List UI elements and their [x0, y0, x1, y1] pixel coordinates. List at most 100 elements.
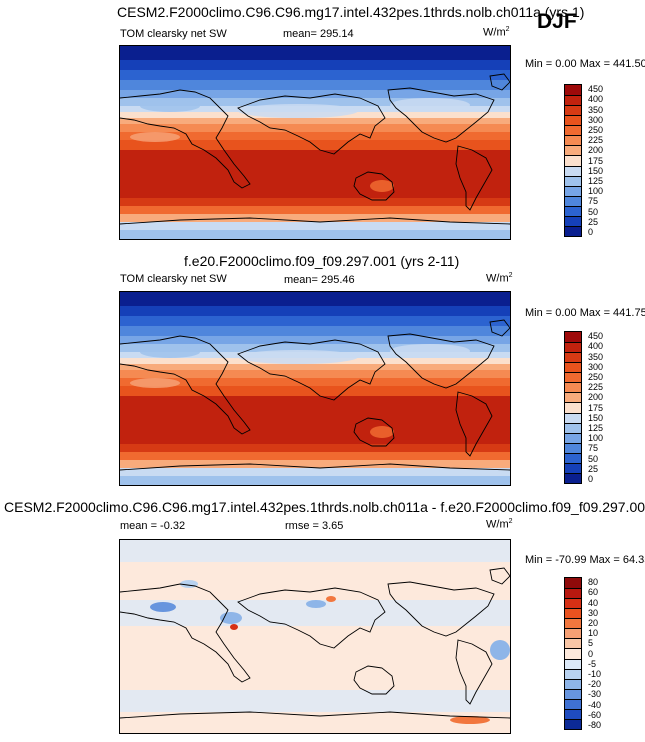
- colorbar-cell: [565, 668, 581, 679]
- panel-2-variable: TOM clearsky net SW: [120, 273, 227, 285]
- colorbar-tick-label: 350: [588, 351, 604, 362]
- colorbar-tick-label: 75: [588, 196, 599, 207]
- colorbar-tick-label: 0: [588, 226, 594, 237]
- colorbar-cell: [565, 442, 581, 453]
- colorbar-cell: [565, 342, 581, 353]
- colorbar-tick-label: 30: [588, 607, 599, 618]
- panel-1-minmax: Min = 0.00 Max = 441.50: [525, 58, 645, 70]
- colorbar-cell: [565, 578, 581, 589]
- colorbar-tick-label: 25: [588, 216, 599, 227]
- colorbar-cell: [565, 422, 581, 433]
- colorbar-cell: [565, 362, 581, 373]
- coastline: [387, 581, 495, 637]
- colorbar-cell: [565, 658, 581, 669]
- panel-2-units: W/m2: [486, 272, 513, 285]
- colorbar-cell: [565, 372, 581, 383]
- panel-1-units: W/m2: [483, 26, 510, 39]
- colorbar-tick-label: 0: [588, 648, 594, 659]
- coastline: [120, 335, 251, 435]
- panel-2-colorbar: [564, 331, 582, 484]
- colorbar-tick-label: 100: [588, 433, 604, 444]
- panel-1-title: CESM2.F2000climo.C96.C96.mg17.intel.432p…: [117, 4, 585, 20]
- colorbar-tick-label: 175: [588, 155, 604, 166]
- coastline: [120, 217, 510, 225]
- colorbar-cell: [565, 648, 581, 659]
- colorbar-tick-label: 250: [588, 124, 604, 135]
- colorbar-cell: [565, 688, 581, 699]
- colorbar-tick-label: -60: [588, 709, 602, 720]
- colorbar-cell: [565, 608, 581, 619]
- panel-1-mean: mean= 295.14: [283, 28, 354, 40]
- colorbar-cell: [565, 698, 581, 709]
- colorbar-cell: [565, 472, 581, 483]
- colorbar-cell: [565, 215, 581, 226]
- colorbar-tick-label: 125: [588, 422, 604, 433]
- colorbar-tick-label: 100: [588, 186, 604, 197]
- colorbar-cell: [565, 155, 581, 166]
- colorbar-cell: [565, 412, 581, 423]
- colorbar-tick-label: 0: [588, 473, 594, 484]
- colorbar-cell: [565, 225, 581, 236]
- coastline: [237, 339, 386, 401]
- colorbar-tick-label: 25: [588, 463, 599, 474]
- panel-3-colorbar: [564, 577, 582, 730]
- colorbar-tick-label: 50: [588, 206, 599, 217]
- colorbar-cell: [565, 195, 581, 206]
- colorbar-tick-label: 450: [588, 331, 604, 342]
- colorbar-cell: [565, 165, 581, 176]
- colorbar-tick-label: 300: [588, 114, 604, 125]
- colorbar-cell: [565, 175, 581, 186]
- panel-1-variable: TOM clearsky net SW: [120, 28, 227, 40]
- colorbar-tick-label: 400: [588, 94, 604, 105]
- colorbar-cell: [565, 85, 581, 96]
- colorbar-tick-label: 300: [588, 361, 604, 372]
- colorbar-cell: [565, 452, 581, 463]
- panel-3-units: W/m2: [486, 518, 513, 531]
- colorbar-tick-label: -80: [588, 719, 602, 730]
- coastline: [387, 333, 495, 389]
- colorbar-cell: [565, 462, 581, 473]
- coastline: [120, 89, 251, 189]
- colorbar-cell: [565, 95, 581, 106]
- colorbar-cell: [565, 352, 581, 363]
- colorbar-tick-label: 10: [588, 628, 599, 639]
- coastline: [353, 417, 395, 447]
- coastline: [455, 639, 493, 705]
- colorbar-tick-label: 150: [588, 165, 604, 176]
- panel-3-map-field: [120, 540, 510, 733]
- coastline: [120, 583, 251, 683]
- colorbar-cell: [565, 332, 581, 343]
- panel-3-map: [119, 539, 511, 734]
- panel-3-minmax: Min = -70.99 Max = 64.35: [525, 554, 645, 566]
- colorbar-cell: [565, 718, 581, 729]
- panel-3-title: CESM2.F2000climo.C96.C96.mg17.intel.432p…: [4, 499, 645, 515]
- colorbar-cell: [565, 598, 581, 609]
- colorbar-tick-label: 200: [588, 392, 604, 403]
- coastline: [455, 145, 493, 211]
- colorbar-cell: [565, 125, 581, 136]
- colorbar-tick-label: 200: [588, 145, 604, 156]
- colorbar-tick-label: -40: [588, 699, 602, 710]
- coastline: [120, 463, 510, 471]
- panel-1-map-field: [120, 46, 510, 239]
- colorbar-cell: [565, 392, 581, 403]
- panel-3-mean: mean = -0.32: [120, 520, 186, 532]
- coastline: [489, 319, 510, 337]
- coastline: [353, 665, 395, 695]
- colorbar-tick-label: 75: [588, 443, 599, 454]
- colorbar-cell: [565, 105, 581, 116]
- colorbar-tick-label: -10: [588, 668, 602, 679]
- colorbar-tick-label: 225: [588, 382, 604, 393]
- coastline: [489, 567, 510, 585]
- colorbar-tick-label: 350: [588, 104, 604, 115]
- panel-1-map: [119, 45, 511, 240]
- panel-2-mean: mean= 295.46: [284, 274, 355, 286]
- colorbar-tick-label: 50: [588, 453, 599, 464]
- colorbar-tick-label: 5: [588, 638, 594, 649]
- colorbar-cell: [565, 135, 581, 146]
- season-label: DJF: [537, 10, 577, 33]
- colorbar-tick-label: -30: [588, 689, 602, 700]
- panel-2-minmax: Min = 0.00 Max = 441.75: [525, 307, 645, 319]
- coastline: [353, 171, 395, 201]
- colorbar-cell: [565, 205, 581, 216]
